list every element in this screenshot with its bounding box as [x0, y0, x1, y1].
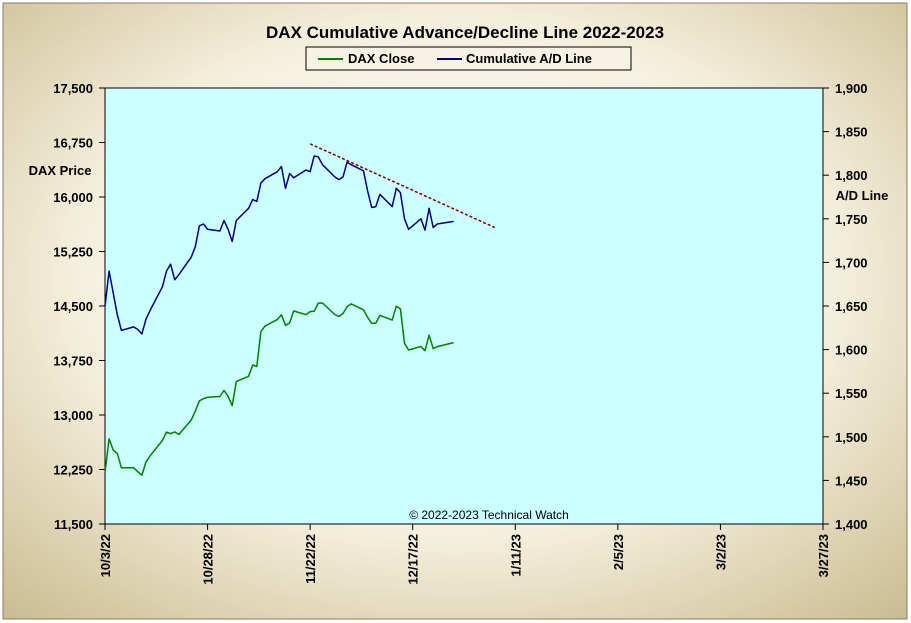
- x-tick-label: 10/3/22: [98, 534, 113, 577]
- ad-trendline: [309, 143, 496, 229]
- series-layer: [104, 143, 496, 476]
- right-tick-label: 1,850: [835, 125, 868, 140]
- right-tick-label: 1,450: [835, 473, 868, 488]
- right-tick-label: 1,550: [835, 386, 868, 401]
- right-axis: 1,400 1,450 1,500 1,550 1,600 1,650 1,700 1,750…: [823, 81, 868, 532]
- left-tick-label: 16,750: [53, 136, 93, 151]
- legend-label-dax: DAX Close: [348, 51, 414, 66]
- right-tick-label: 1,900: [835, 81, 868, 96]
- right-tick-label: 1,650: [835, 299, 868, 314]
- x-tick-label: 2/5/23: [611, 534, 626, 570]
- ad-line: [104, 155, 454, 335]
- x-tick-label: 12/17/22: [406, 534, 421, 585]
- right-tick-label: 1,700: [835, 255, 868, 270]
- right-tick-label: 1,800: [835, 168, 868, 183]
- left-axis: 11,500 12,250 13,000 13,750 14,500 15,250 16,0…: [53, 81, 105, 532]
- legend-box: [305, 46, 632, 71]
- x-tick-label: 3/2/23: [713, 534, 728, 570]
- right-tick-label: 1,500: [835, 430, 868, 445]
- left-tick-label: 11,500: [54, 517, 93, 532]
- left-tick-label: 17,500: [53, 81, 93, 96]
- x-tick-label: 1/11/23: [508, 534, 523, 577]
- dax-close-line: [104, 302, 454, 476]
- left-tick-label: 13,750: [53, 354, 93, 369]
- left-tick-label: 12,250: [53, 463, 93, 478]
- right-tick-label: 1,400: [835, 517, 868, 532]
- plot-area: [104, 87, 824, 525]
- x-tick-label: 11/22/22: [303, 534, 318, 584]
- legend-label-ad-line: Cumulative A/D Line: [466, 51, 592, 66]
- left-tick-label: 15,250: [53, 245, 93, 260]
- left-axis-label: DAX Price: [29, 163, 92, 178]
- left-tick-label: 13,000: [53, 408, 93, 423]
- chart-title: DAX Cumulative Advance/Decline Line 2022…: [266, 23, 664, 42]
- x-tick-label: 10/28/22: [201, 534, 216, 585]
- right-axis-label: A/D Line: [836, 188, 889, 203]
- left-tick-label: 14,500: [53, 299, 93, 314]
- legend: DAX Close Cumulative A/D Line: [305, 46, 632, 71]
- right-tick-label: 1,750: [835, 212, 868, 227]
- x-axis: 10/3/22 10/28/22 11/22/22 12/17/22 1/11/23 2/…: [98, 524, 831, 585]
- right-tick-label: 1,600: [835, 343, 868, 358]
- left-tick-label: 16,000: [53, 190, 93, 205]
- copyright-note: © 2022-2023 Technical Watch: [409, 508, 569, 522]
- x-tick-label: 3/27/23: [816, 534, 831, 577]
